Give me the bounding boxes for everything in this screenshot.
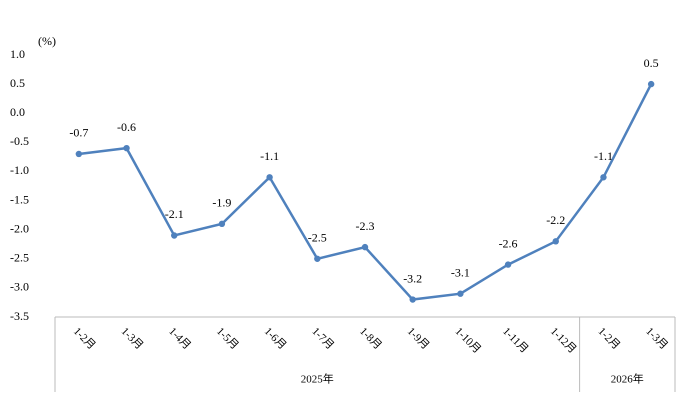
y-tick-label: 0.0 (10, 105, 25, 119)
data-label: -2.1 (165, 207, 184, 221)
y-tick-label: -0.5 (10, 134, 29, 148)
x-tick-label: 1-6月 (262, 325, 289, 352)
data-label: -2.5 (308, 231, 327, 245)
y-tick-label: 1.0 (10, 47, 25, 61)
x-tick-label: 1-4月 (166, 325, 193, 352)
x-tick-label: 1-11月 (500, 325, 530, 355)
point (504, 261, 512, 268)
data-label: -0.7 (69, 126, 88, 140)
y-tick-label: -3.0 (10, 280, 29, 294)
point (123, 144, 130, 152)
data-label: 0.5 (644, 56, 659, 70)
y-tick-label: -1.5 (10, 192, 29, 206)
x-tick-label: 1-2月 (71, 325, 98, 352)
data-label: -3.2 (403, 271, 422, 285)
x-tick-label: 1-2月 (596, 325, 623, 352)
point (600, 174, 607, 181)
data-label: -1.1 (594, 149, 613, 163)
data-label: -2.6 (499, 236, 518, 250)
x-tick-label: 1-5月 (214, 325, 241, 352)
data-label: -0.6 (117, 120, 136, 134)
x-tick-label: 1-8月 (357, 325, 384, 352)
point (266, 174, 273, 181)
x-tick-label: 1-12月 (548, 325, 579, 356)
x-tick-label: 1-9月 (405, 325, 432, 352)
y-tick-label: 0.5 (10, 76, 25, 90)
point (218, 220, 226, 228)
point (457, 290, 464, 297)
point (409, 296, 416, 303)
y-tick-label: -1.0 (10, 163, 29, 177)
point (75, 150, 83, 158)
point (171, 232, 178, 239)
y-tick-label: -2.0 (10, 221, 29, 235)
y-unit-label: (%) (38, 34, 56, 48)
data-label: -1.1 (260, 149, 279, 163)
x-tick-label: 1-3月 (643, 325, 670, 352)
x-tick-label: 1-7月 (309, 325, 336, 352)
line (78, 83, 653, 301)
group-label: 2026年 (611, 372, 644, 386)
data-label: -2.2 (546, 213, 565, 227)
y-tick-label: -3.5 (10, 309, 29, 323)
point (361, 243, 369, 251)
data-label: -2.3 (356, 219, 375, 233)
point (314, 255, 321, 262)
data-label: -3.1 (451, 265, 470, 279)
group-label: 2025年 (301, 372, 334, 386)
x-tick-label: 1-10月 (452, 325, 483, 356)
data-label: -1.9 (212, 196, 231, 210)
point (552, 238, 559, 245)
point (647, 80, 655, 88)
x-tick-label: 1-3月 (119, 325, 146, 352)
y-tick-label: -2.5 (10, 251, 29, 265)
